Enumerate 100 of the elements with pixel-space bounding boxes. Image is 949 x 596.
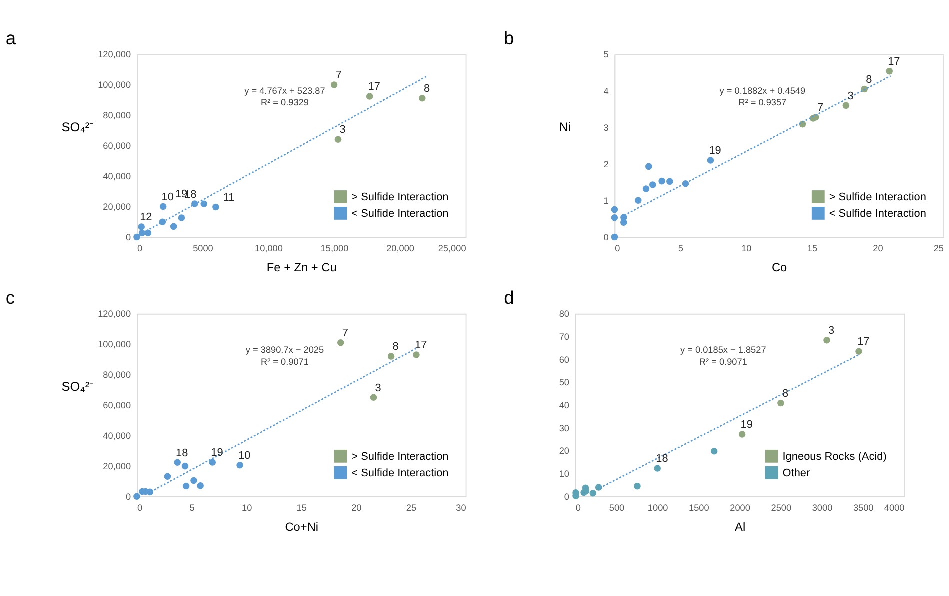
point <box>611 214 618 222</box>
annotation: 17 <box>888 56 900 68</box>
y-tick-label: 0 <box>126 492 132 502</box>
x-tick-label: 0 <box>576 502 581 513</box>
legend-label: < Sulfide Interaction <box>352 208 449 220</box>
point <box>419 94 426 102</box>
x-tick-label: 2500 <box>771 502 792 513</box>
x-tick-label: 10 <box>242 502 252 513</box>
annotation: 3 <box>375 382 382 394</box>
y-tick-label: 0 <box>126 232 132 242</box>
point <box>634 482 641 490</box>
x-tick-label: 1500 <box>689 502 710 513</box>
x-tick-label: 0 <box>615 243 620 254</box>
x-axis-title: Co <box>772 260 788 274</box>
point <box>666 178 674 186</box>
x-tick-label: 4000 <box>884 502 905 513</box>
point <box>634 197 642 204</box>
point <box>236 462 244 469</box>
annotation: y = 3890.7x − 2025 <box>246 345 324 356</box>
x-tick-label: 10 <box>742 243 752 254</box>
annotation: 17 <box>858 336 870 348</box>
point <box>886 68 893 75</box>
y-tick-label: 20 <box>559 446 570 456</box>
point <box>209 459 216 466</box>
legend-label: > Sulfide Interaction <box>352 192 449 204</box>
y-tick-label: 20,000 <box>103 461 132 472</box>
y-tick-label: 120,000 <box>98 50 132 60</box>
annotation: 8 <box>424 82 430 95</box>
x-tick-label: 25 <box>934 243 944 254</box>
x-tick-label: 15 <box>807 243 818 254</box>
annotation: 17 <box>368 81 380 94</box>
point <box>212 204 220 211</box>
point <box>611 234 618 241</box>
legend-label: < Sulfide Interaction <box>352 468 449 480</box>
y-tick-label: 2 <box>604 159 609 170</box>
point <box>134 493 140 500</box>
point <box>334 136 342 143</box>
y-tick-label: 60 <box>559 354 570 365</box>
point <box>178 214 186 222</box>
y-tick-label: 100,000 <box>98 340 132 350</box>
point <box>370 394 378 402</box>
point <box>190 477 198 484</box>
point <box>174 459 181 466</box>
point <box>182 462 189 470</box>
annotation: 7 <box>817 102 824 114</box>
legend-label: > Sulfide Interaction <box>829 192 926 204</box>
annotation: 19 <box>740 419 753 432</box>
y-tick-label: 3 <box>604 122 609 133</box>
point <box>654 465 662 472</box>
x-tick-label: 15,000 <box>320 243 349 254</box>
annotation: 3 <box>828 325 835 338</box>
point <box>330 82 338 88</box>
point <box>707 157 714 164</box>
point <box>595 484 602 491</box>
point <box>182 482 190 490</box>
point <box>620 219 628 226</box>
y-tick-label: 40 <box>559 400 570 410</box>
point <box>170 223 178 230</box>
x-tick-label: 15 <box>296 502 307 513</box>
annotation: 11 <box>223 192 235 204</box>
y-tick-label: 70 <box>559 332 570 342</box>
x-tick-label: 3000 <box>812 502 833 513</box>
y-tick-label: 60,000 <box>103 400 132 410</box>
annotation: 10 <box>238 450 251 462</box>
point <box>842 102 850 110</box>
x-tick-label: 3500 <box>853 502 874 513</box>
annotation: y = 0.0185x − 1.8527 <box>680 345 766 356</box>
y-tick-label: 80,000 <box>103 110 132 121</box>
y-tick-label: 20,000 <box>103 202 132 212</box>
x-tick-label: 5000 <box>193 243 214 254</box>
point <box>337 339 344 346</box>
y-tick-label: 40,000 <box>103 172 132 182</box>
x-tick-label: 5 <box>190 502 195 513</box>
x-axis-title: Fe + Zn + Cu <box>266 260 337 274</box>
annotation: R² = 0.9071 <box>699 357 748 368</box>
x-tick-label: 20 <box>352 502 362 513</box>
x-tick-label: 30 <box>456 502 466 513</box>
y-tick-label: 0 <box>564 492 570 502</box>
y-tick-label: 80 <box>559 309 570 320</box>
point <box>710 448 718 455</box>
chart-title: d <box>504 286 514 308</box>
y-tick-label: 0 <box>604 232 609 242</box>
chart-title: a <box>6 27 17 48</box>
legend-label: Other <box>782 468 811 480</box>
chart-title: b <box>504 27 514 48</box>
annotation: 12 <box>140 212 152 224</box>
annotation: 7 <box>336 70 342 82</box>
y-tick-label: 1 <box>604 196 609 206</box>
annotation: 8 <box>866 74 872 86</box>
x-tick-label: 0 <box>137 243 143 254</box>
y-tick-label: 5 <box>604 50 609 60</box>
legend-label: Igneous Rocks (Acid) <box>782 451 887 464</box>
point <box>824 337 830 344</box>
annotation: 8 <box>392 341 399 354</box>
point <box>366 93 374 100</box>
y-tick-label: 4 <box>604 86 609 96</box>
annotation: 19 <box>709 145 722 158</box>
x-tick-label: 500 <box>609 502 625 513</box>
point <box>738 431 746 438</box>
annotation: 19 <box>211 447 224 460</box>
